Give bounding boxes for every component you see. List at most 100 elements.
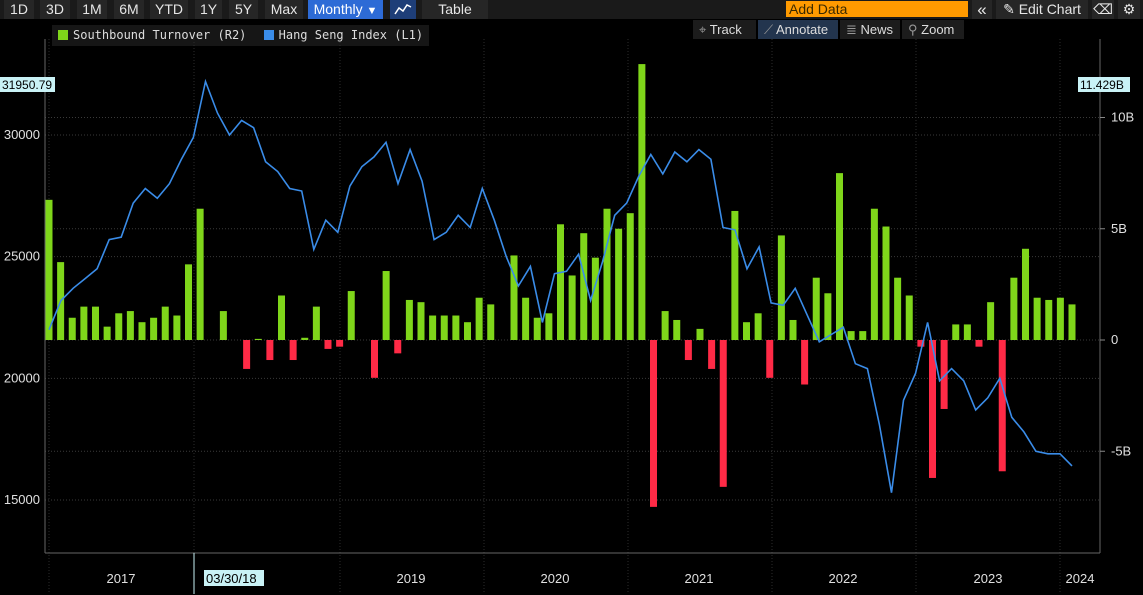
turnover-bar [638,64,646,340]
turnover-bar [185,264,192,340]
turnover-bar [254,338,262,340]
turnover-bar [626,213,634,340]
table-button[interactable]: Table [422,0,488,19]
left-tick-label: 15000 [4,492,40,507]
turnover-bar [824,293,832,340]
turnover-bar [475,297,483,340]
turnover-bar [940,340,948,409]
turnover-bar [1022,248,1029,340]
turnover-bar [777,235,785,340]
range-button-ytd[interactable]: YTD [150,0,188,19]
left-tick-label: 25000 [4,249,40,264]
turnover-bar [929,340,936,478]
right-last-value: 11.429B [1080,78,1124,92]
news-icon: ≣ [846,22,857,37]
turnover-bar [289,340,297,361]
turnover-bar [650,340,657,507]
turnover-bar [708,340,716,369]
turnover-bar [568,275,576,340]
turnover-bar [57,262,65,340]
right-tick-label: 5B [1111,221,1127,236]
range-button-3d[interactable]: 3D [40,0,70,19]
collapse-icon[interactable]: « [972,0,992,19]
x-tick-label: 2021 [685,571,714,586]
turnover-bar [557,224,564,340]
turnover-bar [684,340,692,361]
period-dropdown[interactable]: Monthly ▼ [308,0,383,19]
left-last-value-box [0,77,55,92]
turnover-bar [987,302,995,340]
right-tick-label: -5B [1111,443,1131,458]
turnover-bar [917,340,925,347]
turnover-bar [126,311,134,340]
turnover-bar [905,295,913,340]
turnover-bar [196,208,204,340]
turnover-bar [998,340,1006,472]
settings-icon[interactable]: ⚙ [1118,0,1140,19]
pencil-icon: ✎ [1003,1,1015,17]
crosshair-date-box [204,570,264,586]
turnover-bar [417,302,425,340]
edit-chart-label: Edit Chart [1018,1,1081,17]
legend-swatch-hsi [263,30,274,40]
turnover-bar [1056,297,1064,340]
turnover-bar [80,306,88,340]
turnover-bar [68,317,76,340]
range-button-6m[interactable]: 6M [114,0,144,19]
turnover-bar [615,228,623,340]
turnover-bar [382,271,390,340]
news-label: News [860,22,894,37]
turnover-bar [661,311,669,340]
track-button[interactable]: ⌖ Track [693,20,756,39]
news-button[interactable]: ≣ News [840,20,900,39]
x-tick-label: 2022 [829,571,858,586]
turnover-bar [347,291,355,340]
turnover-bar [336,340,344,347]
chart-type-button[interactable] [390,0,416,19]
turnover-bar [266,340,274,361]
add-data-input[interactable]: Add Data [786,1,968,17]
x-tick-label: 2023 [974,571,1003,586]
turnover-bar [545,313,553,340]
turnover-bar [487,304,495,340]
turnover-bar [580,233,588,340]
x-tick-label: 2019 [397,571,426,586]
chart-toolbar: 1D 3D 1M 6M YTD 1Y 5Y Max Monthly ▼ Table Add D… [0,0,1143,19]
range-button-1m[interactable]: 1M [77,0,107,19]
turnover-bar [812,277,820,340]
annotate-button[interactable]: ⟋ Annotate [758,20,838,39]
chart-legend: Southbound Turnover (R2) Hang Seng Index… [52,25,430,46]
turnover-bar [952,324,960,340]
turnover-bar [324,340,332,349]
zoom-button[interactable]: ⚲ Zoom [902,20,964,39]
turnover-bar [115,313,123,340]
edit-chart-button[interactable]: ✎ Edit Chart [996,0,1088,19]
x-tick-label: 2020 [541,571,570,586]
turnover-bar [440,315,448,340]
range-button-max[interactable]: Max [265,0,303,19]
turnover-bar [464,322,471,340]
turnover-bar [882,226,890,340]
eraser-icon[interactable]: ⌫ [1092,0,1114,19]
legend-label-turnover: Southbound Turnover (R2) [73,28,247,42]
x-tick-label: 2017 [107,571,136,586]
turnover-bar [219,311,227,340]
left-tick-label: 30000 [4,127,40,142]
turnover-bar [719,340,727,487]
line-chart-icon [394,4,412,15]
crosshair-icon: ⌖ [699,22,707,37]
turnover-bar [150,317,158,340]
turnover-bar [522,297,530,340]
turnover-bar [859,331,867,340]
range-button-5y[interactable]: 5Y [229,0,258,19]
crosshair-date-label: 03/30/18 [206,571,257,586]
right-tick-label: 10B [1111,110,1134,125]
range-button-1y[interactable]: 1Y [195,0,222,19]
track-label: Track [709,22,742,37]
turnover-bar [591,257,599,340]
turnover-bar [696,328,704,340]
turnover-bar [161,306,169,340]
turnover-bar [1010,277,1018,340]
range-button-1d[interactable]: 1D [4,0,34,19]
